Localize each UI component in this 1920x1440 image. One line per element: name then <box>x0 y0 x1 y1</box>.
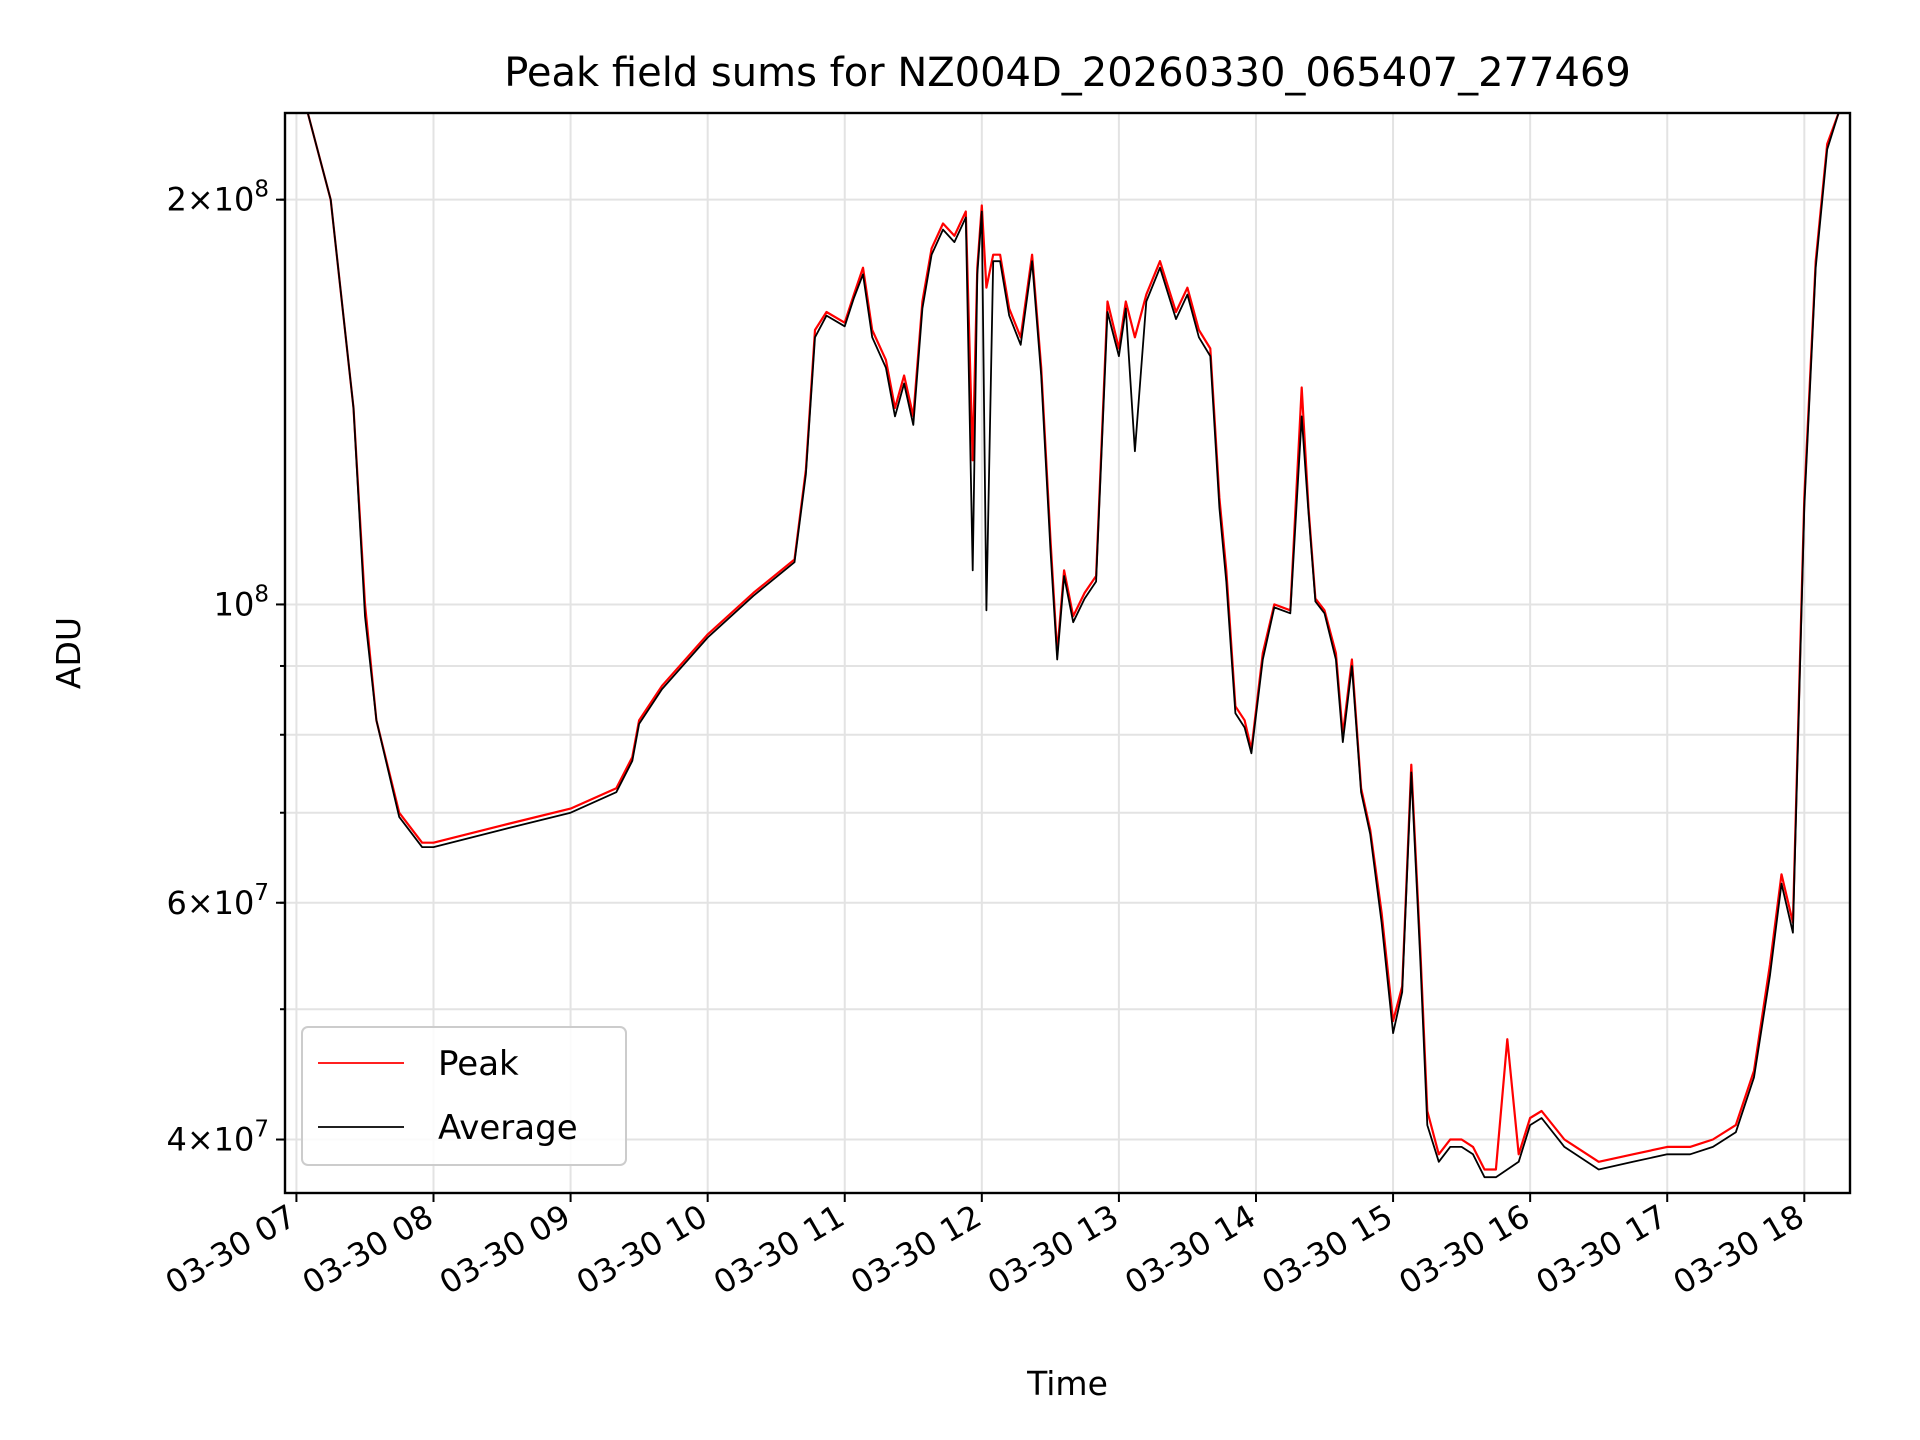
grid <box>285 113 1850 1193</box>
y-tick-label: 2×108 <box>166 177 269 219</box>
chart-title: Peak field sums for NZ004D_20260330_0654… <box>504 50 1631 96</box>
series-line-average <box>306 113 1840 1179</box>
y-axis-label: ADU <box>49 617 88 689</box>
legend: Peak Average <box>301 1026 627 1166</box>
plot-area <box>306 113 1840 1179</box>
legend-label-peak: Peak <box>438 1044 519 1084</box>
legend-label-average: Average <box>438 1108 578 1148</box>
x-axis-label: Time <box>1026 1364 1108 1403</box>
y-tick-label: 6×107 <box>166 880 269 922</box>
legend-box <box>301 1026 627 1166</box>
y-tick-label: 4×107 <box>166 1117 269 1159</box>
axes-frame <box>283 111 1852 1195</box>
y-tick-label: 108 <box>214 581 269 623</box>
